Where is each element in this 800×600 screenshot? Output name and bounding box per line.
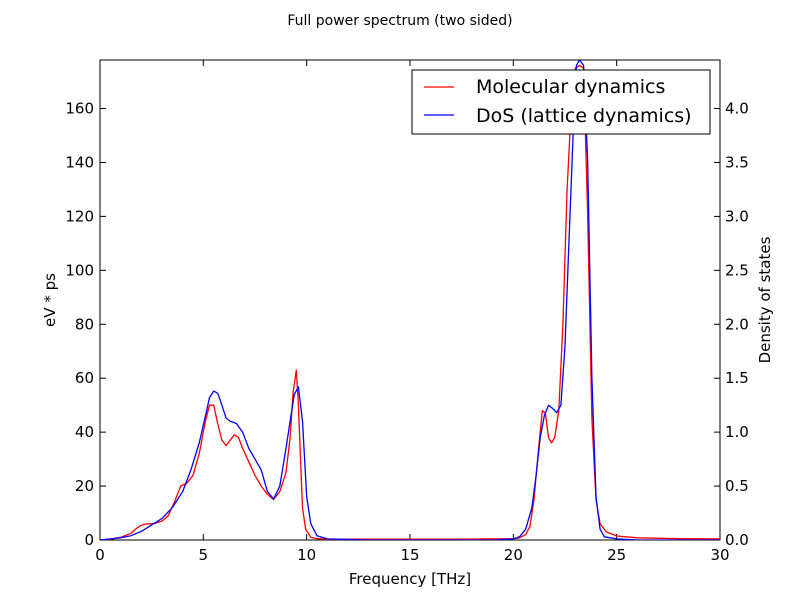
y2-tick-label: 1.0 <box>725 423 749 441</box>
chart-title: Full power spectrum (two sided) <box>287 13 512 29</box>
y-tick-label: 60 <box>75 369 94 387</box>
x-axis-label: Frequency [THz] <box>349 570 471 588</box>
y-tick-label: 140 <box>65 153 94 171</box>
y-tick-label: 160 <box>65 100 94 118</box>
x-tick-label: 25 <box>607 546 626 564</box>
y-axis-left-label: eV * ps <box>41 273 59 327</box>
x-tick-label: 10 <box>297 546 316 564</box>
x-tick-label: 15 <box>400 546 419 564</box>
y-tick-label: 0 <box>84 531 94 549</box>
y2-tick-label: 2.5 <box>725 261 749 279</box>
y-axis-left-ticks: 0 20 40 60 80 100 120 140 160 <box>65 100 106 549</box>
y2-tick-label: 4.0 <box>725 100 749 118</box>
y2-tick-label: 1.5 <box>725 369 749 387</box>
legend-label-molecular-dynamics: Molecular dynamics <box>476 76 665 98</box>
y2-tick-label: 0.0 <box>725 531 749 549</box>
y-tick-label: 120 <box>65 207 94 225</box>
y2-tick-label: 0.5 <box>725 477 749 495</box>
y-axis-right-label: Density of states <box>756 236 774 363</box>
legend-box <box>411 69 711 135</box>
y-tick-label: 20 <box>75 477 94 495</box>
y2-tick-label: 3.5 <box>725 153 749 171</box>
y2-tick-label: 3.0 <box>725 207 749 225</box>
y-tick-label: 40 <box>75 423 94 441</box>
x-tick-label: 30 <box>710 546 729 564</box>
plot-area <box>99 59 721 541</box>
y-tick-label: 100 <box>65 261 94 279</box>
x-axis-ticks: 0 5 10 15 20 25 30 <box>95 60 730 564</box>
legend-label-dos-lattice-dynamics: DoS (lattice dynamics) <box>476 105 692 127</box>
x-tick-label: 5 <box>199 546 209 564</box>
series-line-dos-lattice-dynamics <box>100 60 720 540</box>
y-tick-label: 80 <box>75 315 94 333</box>
legend: Molecular dynamics DoS (lattice dynamics… <box>411 69 711 135</box>
x-tick-label: 0 <box>95 546 105 564</box>
x-tick-label: 20 <box>504 546 523 564</box>
y2-tick-label: 2.0 <box>725 315 749 333</box>
y-axis-right-ticks: 0.0 0.5 1.0 1.5 2.0 2.5 3.0 3.5 4.0 <box>714 100 749 549</box>
